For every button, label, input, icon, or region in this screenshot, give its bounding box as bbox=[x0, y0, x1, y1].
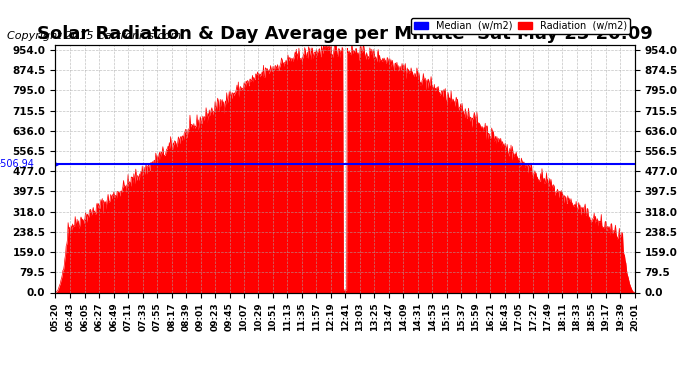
Title: Solar Radiation & Day Average per Minute  Sat May 23 20:09: Solar Radiation & Day Average per Minute… bbox=[37, 26, 653, 44]
Text: ←506.94: ←506.94 bbox=[0, 159, 34, 168]
Legend: Median  (w/m2), Radiation  (w/m2): Median (w/m2), Radiation (w/m2) bbox=[411, 18, 630, 33]
Text: 506.94: 506.94 bbox=[0, 374, 1, 375]
Text: Copyright 2015 Cartronics.com: Copyright 2015 Cartronics.com bbox=[7, 32, 181, 41]
